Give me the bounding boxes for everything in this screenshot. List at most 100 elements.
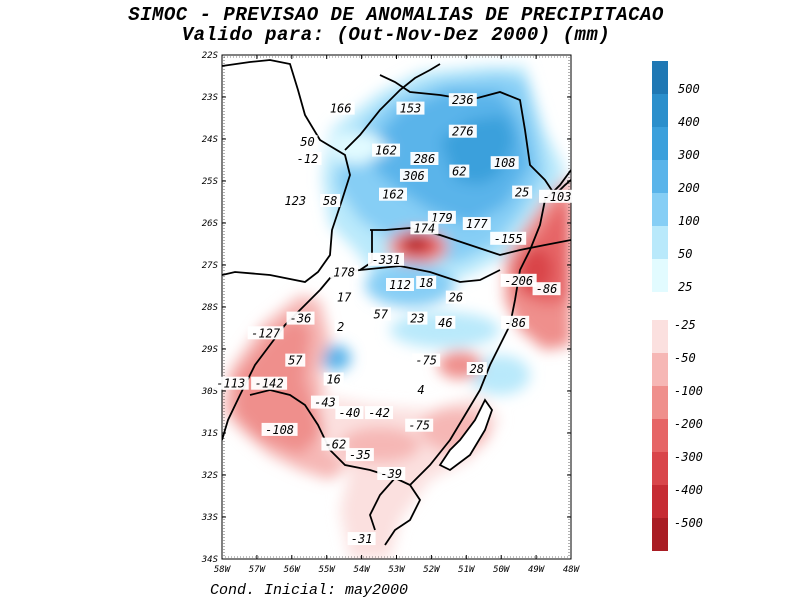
lon-label: 52W — [423, 565, 441, 575]
svg-text:-36: -36 — [290, 312, 312, 326]
lon-label: 54W — [353, 565, 371, 575]
lon-label: 58W — [214, 565, 232, 575]
anomaly-value-label: 18 — [416, 275, 437, 290]
svg-text:-39: -39 — [380, 467, 402, 481]
lon-label: 57W — [249, 565, 267, 575]
anomaly-value-label: 162 — [379, 187, 408, 202]
lat-label: 23S — [202, 93, 219, 103]
svg-text:16: 16 — [326, 373, 340, 387]
svg-text:286: 286 — [414, 152, 436, 166]
svg-text:-127: -127 — [251, 326, 281, 340]
svg-text:-75: -75 — [408, 419, 430, 433]
svg-text:-43: -43 — [314, 396, 336, 410]
lon-label: 49W — [528, 565, 546, 575]
svg-text:-142: -142 — [255, 377, 284, 391]
lat-label: 28S — [202, 303, 219, 313]
anomaly-value-label: -155 — [490, 231, 527, 246]
anomaly-value-label: 286 — [410, 152, 439, 166]
legend-label: -400 — [674, 483, 703, 497]
anomaly-value-label: 162 — [372, 143, 401, 158]
svg-text:112: 112 — [389, 278, 411, 292]
svg-text:58: 58 — [323, 194, 337, 208]
legend-swatch — [652, 61, 668, 94]
lat-label: 30S — [201, 387, 219, 397]
svg-text:-42: -42 — [368, 406, 390, 420]
svg-text:-35: -35 — [349, 448, 371, 462]
legend-swatch — [652, 485, 668, 518]
svg-text:-108: -108 — [265, 423, 294, 437]
anomaly-value-label: 58 — [320, 194, 341, 208]
svg-text:2: 2 — [337, 320, 344, 334]
anomaly-value-label: 2 — [334, 320, 347, 334]
anomaly-value-label: -36 — [286, 311, 315, 326]
anomaly-value-label: 153 — [396, 101, 425, 116]
svg-text:57: 57 — [288, 354, 303, 368]
anomaly-value-label: 16 — [323, 372, 344, 387]
svg-text:-12: -12 — [297, 152, 319, 166]
svg-text:162: 162 — [382, 188, 404, 202]
anomaly-value-label: 17 — [334, 290, 355, 305]
anomaly-value-label: 306 — [399, 168, 428, 183]
legend-swatch — [652, 127, 668, 160]
anomaly-value-label: 50 — [297, 135, 318, 149]
svg-text:153: 153 — [400, 102, 422, 116]
svg-text:162: 162 — [375, 144, 397, 158]
lat-label: 27S — [202, 261, 219, 271]
lat-label: 25S — [202, 177, 219, 187]
anomaly-value-label: 108 — [490, 156, 519, 170]
lon-label: 48W — [563, 565, 581, 575]
lon-label: 51W — [458, 565, 476, 575]
political-boundaries — [222, 59, 571, 546]
lat-label: 32S — [201, 471, 219, 481]
legend-swatch — [652, 419, 668, 452]
anomaly-value-label: 26 — [445, 290, 466, 305]
legend-label: -25 — [674, 318, 696, 332]
svg-text:-103: -103 — [543, 190, 572, 204]
anomaly-value-label: 178 — [330, 265, 359, 279]
svg-text:-75: -75 — [415, 354, 437, 368]
lat-label: 33S — [201, 513, 219, 523]
anomaly-value-label: -331 — [368, 253, 405, 267]
svg-text:28: 28 — [470, 362, 484, 376]
anomaly-value-label: 123 — [281, 194, 310, 208]
svg-text:-40: -40 — [339, 406, 361, 420]
legend-swatch — [652, 386, 668, 419]
lon-label: 53W — [388, 565, 406, 575]
anomaly-value-label: 236 — [448, 93, 477, 107]
anomaly-value-label: -42 — [365, 406, 394, 420]
legend-swatch — [652, 353, 668, 386]
legend-swatch — [652, 259, 668, 292]
svg-text:25: 25 — [515, 186, 529, 200]
svg-text:50: 50 — [300, 135, 314, 149]
anomaly-value-label: 112 — [385, 278, 414, 292]
lat-label: 26S — [202, 219, 219, 229]
legend-label: -500 — [674, 516, 703, 530]
anomaly-value-label: -108 — [261, 422, 298, 437]
legend-label: 200 — [678, 181, 700, 195]
map-subtitle: Valido para: (Out-Nov-Dez 2000) (mm) — [181, 24, 611, 46]
legend-label: -200 — [674, 417, 703, 431]
legend-swatch — [652, 452, 668, 485]
initial-condition-footer: Cond. Inicial: may2000 — [210, 582, 409, 599]
anomaly-value-label: -39 — [377, 467, 406, 481]
svg-text:23: 23 — [410, 312, 424, 326]
lon-label: 56W — [284, 565, 302, 575]
svg-text:178: 178 — [333, 265, 355, 279]
legend-label: 100 — [678, 214, 700, 228]
legend-label: 400 — [678, 115, 700, 129]
svg-text:-62: -62 — [325, 438, 347, 452]
svg-text:-206: -206 — [504, 274, 533, 288]
anomaly-value-label: -86 — [501, 315, 530, 330]
anomaly-value-label: -40 — [335, 406, 364, 420]
svg-text:-86: -86 — [504, 316, 526, 330]
legend-swatch — [652, 226, 668, 259]
lat-label: 34S — [201, 555, 219, 565]
anomaly-value-label: -86 — [532, 282, 561, 296]
svg-text:17: 17 — [337, 291, 352, 305]
svg-text:57: 57 — [374, 307, 389, 321]
anomaly-value-label: -142 — [251, 376, 288, 391]
anomaly-value-label: 23 — [407, 311, 428, 326]
svg-text:26: 26 — [449, 291, 463, 305]
legend-label: 50 — [678, 247, 692, 261]
svg-text:-113: -113 — [216, 377, 245, 391]
